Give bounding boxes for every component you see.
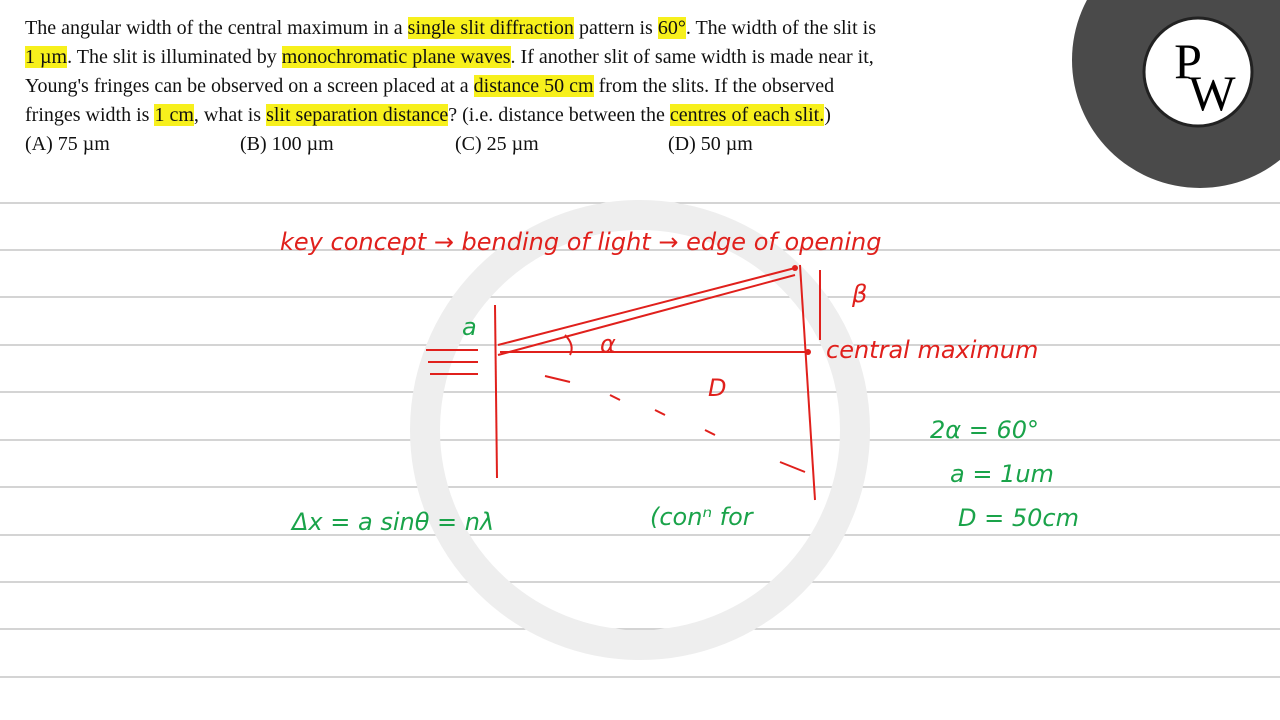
handwritten-note: D = 50cm <box>958 504 1079 532</box>
handwritten-note: a <box>462 313 477 341</box>
question-text: . The width of the slit is <box>685 17 876 39</box>
handwritten-note: 2α = 60° <box>930 416 1039 444</box>
question: The angular width of the central maximum… <box>25 14 876 130</box>
ruled-lines <box>0 202 1280 678</box>
question-text: from the slits. If the observed <box>593 75 835 97</box>
question-text: ) <box>824 104 831 126</box>
question-line: Young's fringes can be observed on a scr… <box>25 72 876 101</box>
handwritten-note: Δx = a sinθ = nλ <box>290 508 494 536</box>
handwritten-note: key concept → bending of light → edge of… <box>280 228 881 256</box>
option: (A) 75 µm <box>25 133 110 155</box>
handwritten-note: D <box>708 374 726 402</box>
highlighted-text: distance 50 cm <box>473 75 594 97</box>
diagram <box>426 264 821 501</box>
option: (D) 50 µm <box>668 133 753 155</box>
question-line: fringes width is 1 cm, what is slit sepa… <box>25 101 876 130</box>
handwritten-note: central maximum <box>826 336 1038 364</box>
highlighted-text: 1 µm <box>25 46 68 68</box>
question-text: The angular width of the central maximum… <box>25 17 408 39</box>
highlighted-text: 60° <box>657 17 686 39</box>
question-text: pattern is <box>573 17 658 39</box>
logo-circle <box>1142 16 1254 128</box>
watermark <box>410 200 870 660</box>
point <box>792 265 798 271</box>
question-text: fringes width is <box>25 104 155 126</box>
question-text: ? (i.e. distance between the <box>448 104 670 126</box>
question-text: Young's fringes can be observed on a scr… <box>25 75 474 97</box>
question-text: . The slit is illuminated by <box>67 46 282 68</box>
question-text: . If another slit of same width is made … <box>510 46 874 68</box>
handwritten-note: (conⁿ for <box>650 503 755 531</box>
highlighted-text: monochromatic plane waves <box>281 46 511 68</box>
highlighted-text: single slit diffraction <box>407 17 574 39</box>
question-line: The angular width of the central maximum… <box>25 14 876 43</box>
option: (B) 100 µm <box>240 133 334 155</box>
logo-letter: W <box>1188 65 1236 121</box>
question-text: , what is <box>193 104 267 126</box>
logo-letter: P <box>1174 33 1202 89</box>
highlighted-text: centres of each slit. <box>669 104 825 126</box>
point <box>805 349 811 355</box>
highlighted-text: slit separation distance <box>266 104 449 126</box>
highlighted-text: 1 cm <box>154 104 194 126</box>
handwritten-note: α <box>600 330 616 358</box>
question-line: 1 µm. The slit is illuminated by monochr… <box>25 43 876 72</box>
handwritten-note: a = 1um <box>950 460 1054 488</box>
handwritten-note: β <box>851 280 867 308</box>
option: (C) 25 µm <box>455 133 539 155</box>
